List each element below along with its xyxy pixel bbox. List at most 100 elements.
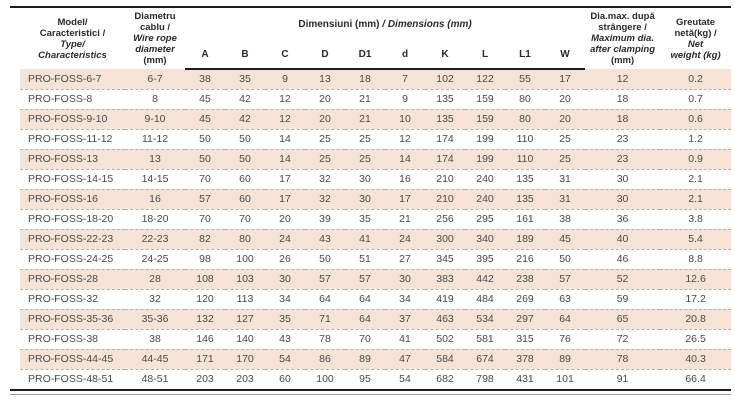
dim-cell-B: 103 bbox=[225, 269, 265, 290]
model-cell: PRO-FOSS-28 bbox=[20, 269, 125, 290]
clamp-cell: 30 bbox=[585, 189, 661, 210]
dim-cell-L1: 297 bbox=[505, 309, 545, 330]
model-header-ro-line2: Caracteristici / bbox=[39, 27, 106, 39]
dim-cell-K: 584 bbox=[425, 349, 465, 370]
weight-header-ro-line2: netă(kg) / bbox=[674, 27, 717, 39]
dimensions-label-sep: / bbox=[379, 19, 388, 31]
dim-cell-L1: 161 bbox=[505, 209, 545, 230]
weight-cell: 20.8 bbox=[660, 309, 732, 330]
dim-cell-L1: 269 bbox=[505, 289, 545, 310]
dim-cell-L: 581 bbox=[465, 329, 505, 350]
model-cell: PRO-FOSS-24-25 bbox=[20, 249, 125, 270]
dim-cell-L1: 216 bbox=[505, 249, 545, 270]
diameter-cell: 11-12 bbox=[125, 129, 185, 150]
table-row: PRO-FOSS-48-51 48-51 203 203 60 100 95 5… bbox=[20, 369, 731, 389]
dim-cell-B: 140 bbox=[225, 329, 265, 350]
dim-cell-B: 80 bbox=[225, 229, 265, 250]
dim-cell-L1: 135 bbox=[505, 169, 545, 190]
dim-cell-C: 26 bbox=[265, 249, 305, 270]
dim-cell-B: 127 bbox=[225, 309, 265, 330]
weight-cell: 1.2 bbox=[660, 129, 732, 150]
dim-cell-D: 100 bbox=[316, 373, 334, 386]
dim-cell-L1: 110 bbox=[505, 129, 545, 150]
table-row: PRO-FOSS-28 28 108 103 30 57 57 30 383 4… bbox=[20, 269, 732, 290]
dim-cell-B: 170 bbox=[225, 349, 265, 370]
max-dia-header-en-line2: after clamping bbox=[590, 44, 656, 55]
weight-cell: 2.1 bbox=[660, 189, 732, 210]
model-header-en-line2: Characteristics bbox=[38, 49, 107, 61]
clamp-cell: 12 bbox=[585, 69, 661, 90]
clamp-cell: 40 bbox=[585, 229, 661, 250]
dim-cell-d: 17 bbox=[385, 189, 425, 210]
dim-cell-A: 171 bbox=[185, 349, 225, 370]
diameter-cell: 32 bbox=[125, 289, 185, 310]
table-row: PRO-FOSS-32 32 120 113 34 64 64 34 419 4… bbox=[20, 289, 732, 310]
clamp-cell: 23 bbox=[585, 149, 661, 170]
dim-cell-d: 41 bbox=[385, 329, 425, 350]
dim-cell-W: 50 bbox=[545, 249, 586, 270]
specifications-table: Model/ Caracteristici / Type/ Characteri… bbox=[20, 8, 732, 389]
weight-cell: 17.2 bbox=[660, 289, 732, 310]
dim-cell-D1: 41 bbox=[345, 229, 385, 250]
table-body: PRO-FOSS-6-7 6-7 38 35 9 13 18 7 102 122… bbox=[20, 69, 732, 389]
dim-cell-L: 199 bbox=[465, 129, 505, 150]
dim-cell-C: 60 bbox=[279, 373, 291, 386]
model-cell: PRO-FOSS-14-15 bbox=[20, 169, 125, 190]
dim-cell-L1: 431 bbox=[516, 373, 534, 386]
model-cell: PRO-FOSS-35-36 bbox=[20, 309, 125, 330]
col-header-max-dia: Dia.max. după strângere / Maximum dia. a… bbox=[585, 8, 660, 69]
clamp-cell: 23 bbox=[585, 129, 661, 150]
dim-cell-C: 30 bbox=[265, 269, 305, 290]
weight-cell: 40.3 bbox=[660, 349, 732, 370]
dim-cell-D: 64 bbox=[305, 289, 345, 310]
header-row-dim-letters: A B C D D1 d K L L1 W bbox=[20, 41, 731, 71]
dim-cell-A: 70 bbox=[185, 169, 225, 190]
weight-cell: 0.2 bbox=[660, 69, 732, 90]
dim-cell-A: 146 bbox=[185, 329, 225, 350]
dim-cell-D1: 25 bbox=[345, 149, 385, 170]
dim-cell-W: 20 bbox=[545, 109, 586, 130]
dim-cell-L: 240 bbox=[465, 189, 505, 210]
table-row: PRO-FOSS-9-10 9-10 45 42 12 20 21 10 135… bbox=[20, 109, 732, 130]
diameter-cell: 44-45 bbox=[125, 349, 185, 370]
weight-cell: 66.4 bbox=[685, 373, 706, 386]
dim-cell-C: 20 bbox=[265, 209, 305, 230]
dim-col-header-L1: L1 bbox=[505, 41, 545, 71]
diameter-header-en-line2: diameter (mm) bbox=[135, 44, 175, 66]
dim-col-header-d: d bbox=[385, 41, 425, 71]
dim-cell-W: 31 bbox=[545, 189, 586, 210]
dim-cell-d: 24 bbox=[385, 229, 425, 250]
dim-cell-D1: 18 bbox=[345, 69, 385, 90]
dim-cell-A: 50 bbox=[185, 149, 225, 170]
table-row: PRO-FOSS-38 38 146 140 43 78 70 41 502 5… bbox=[20, 329, 732, 350]
col-header-diameter: Diametru cablu / Wire rope diameter (mm) bbox=[125, 8, 185, 69]
dim-cell-A: 82 bbox=[185, 229, 225, 250]
dim-cell-d: 54 bbox=[399, 373, 411, 386]
weight-header-en-line1: Net bbox=[687, 38, 704, 50]
dim-cell-B: 42 bbox=[225, 89, 265, 110]
dim-cell-L: 295 bbox=[465, 209, 505, 230]
dim-cell-D: 71 bbox=[305, 309, 345, 330]
weight-cell: 26.5 bbox=[660, 329, 732, 350]
dim-cell-L1: 80 bbox=[505, 109, 545, 130]
dim-col-header-B: B bbox=[225, 41, 265, 71]
dim-col-header-A: A bbox=[185, 41, 225, 71]
clamp-cell: 91 bbox=[616, 373, 629, 386]
dim-cell-A: 50 bbox=[185, 129, 225, 150]
weight-header-en-line2: weight (kg) bbox=[670, 49, 721, 61]
dim-cell-W: 89 bbox=[545, 349, 586, 370]
dim-cell-L: 159 bbox=[465, 109, 505, 130]
dim-cell-D1: 25 bbox=[345, 129, 385, 150]
model-cell: PRO-FOSS-9-10 bbox=[20, 109, 125, 130]
dimensions-label-en: Dimensions (mm) bbox=[387, 19, 472, 31]
dim-cell-D1: 70 bbox=[345, 329, 385, 350]
clamp-cell: 18 bbox=[585, 109, 661, 130]
dim-cell-K: 210 bbox=[425, 169, 465, 190]
dim-cell-K: 419 bbox=[425, 289, 465, 310]
dim-cell-d: 47 bbox=[385, 349, 425, 370]
dim-cell-C: 17 bbox=[265, 169, 305, 190]
dim-cell-d: 9 bbox=[385, 89, 425, 110]
dim-cell-W: 38 bbox=[545, 209, 586, 230]
dim-cell-B: 60 bbox=[225, 189, 265, 210]
dim-cell-L: 340 bbox=[465, 229, 505, 250]
